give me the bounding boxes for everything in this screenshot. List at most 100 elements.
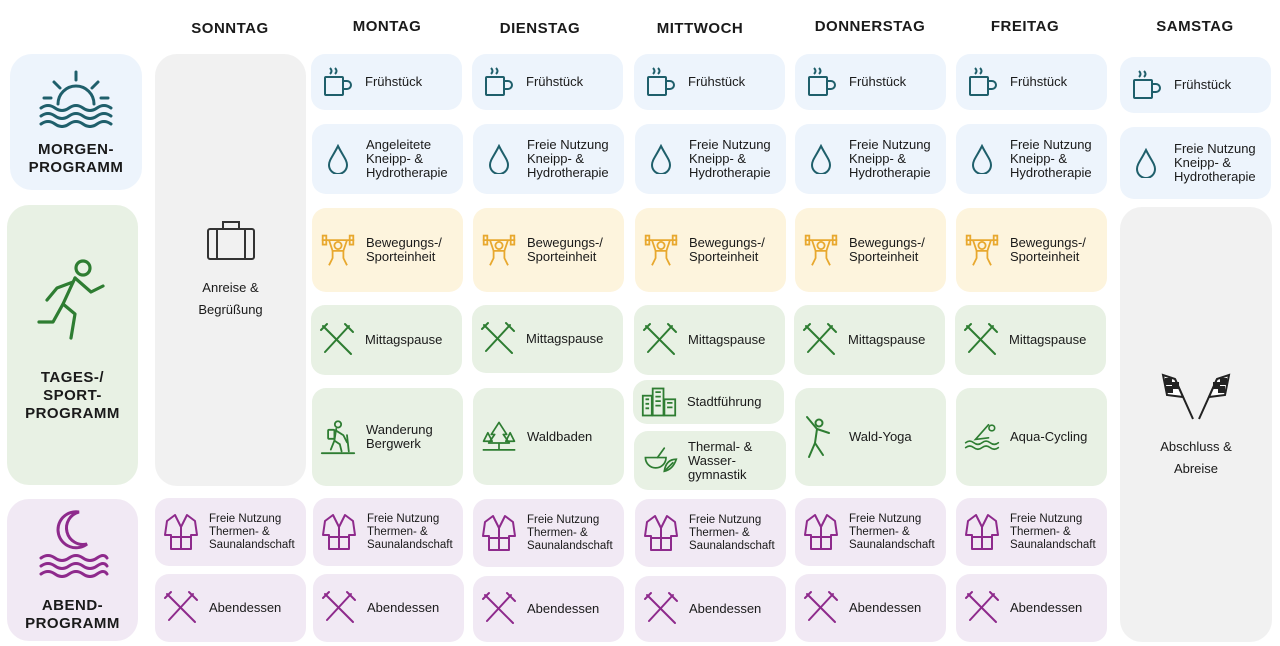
day-header-monday: MONTAG bbox=[352, 18, 422, 35]
weightlifter-icon bbox=[481, 232, 517, 268]
saturday-departure-card: Abschluss & Abreise bbox=[1120, 207, 1272, 642]
city-buildings-icon bbox=[641, 384, 677, 420]
sauna-label: Freie Nutzung Thermen- & Saunalandschaft bbox=[367, 512, 453, 551]
kneipp-card-tuesday: Freie Nutzung Kneipp- & Hydrotherapie bbox=[473, 124, 624, 194]
sport-label: Bewegungs-/ Sporteinheit bbox=[366, 235, 442, 264]
breakfast-card-saturday: Frühstück bbox=[1120, 57, 1271, 113]
lunch-label: Mittagspause bbox=[526, 331, 604, 346]
forest-yoga-card-thursday: Wald-Yoga bbox=[795, 388, 946, 486]
city-tour-card-wednesday: Stadtführung bbox=[633, 380, 784, 424]
dinner-label: Abendessen bbox=[209, 600, 282, 615]
sunday-arrival-card: Anreise & Begrüßung bbox=[155, 54, 306, 486]
breakfast-label: Frühstück bbox=[1010, 74, 1068, 89]
fork-knife-icon bbox=[481, 591, 517, 627]
forest-icon bbox=[481, 419, 517, 455]
dinner-label: Abendessen bbox=[689, 601, 762, 616]
dinner-label: Abendessen bbox=[527, 601, 600, 616]
coffee-cup-icon bbox=[964, 64, 1000, 100]
sauna-label: Freie Nutzung Thermen- & Saunalandschaft bbox=[849, 512, 935, 551]
fork-knife-icon bbox=[163, 590, 199, 626]
fork-knife-icon bbox=[643, 591, 679, 627]
sport-label: Bewegungs-/ Sporteinheit bbox=[1010, 235, 1086, 264]
sport-label: Bewegungs-/ Sporteinheit bbox=[849, 235, 925, 264]
lunch-label: Mittagspause bbox=[365, 332, 443, 347]
dinner-label: Abendessen bbox=[849, 600, 922, 615]
water-drop-icon bbox=[803, 141, 839, 177]
bathrobe-icon bbox=[163, 514, 199, 550]
water-drop-icon bbox=[481, 141, 517, 177]
saturday-departure-label: Abschluss & Abreise bbox=[1160, 439, 1232, 476]
fork-knife-icon bbox=[963, 322, 999, 358]
lunch-card-tuesday: Mittagspause bbox=[472, 305, 623, 373]
water-drop-icon bbox=[964, 141, 1000, 177]
fork-knife-icon bbox=[321, 590, 357, 626]
sport-card-monday: Bewegungs-/ Sporteinheit bbox=[312, 208, 463, 292]
breakfast-label: Frühstück bbox=[1174, 77, 1232, 92]
breakfast-label: Frühstück bbox=[688, 74, 746, 89]
thermal-gym-card-wednesday: Thermal- & Wasser- gymnastik bbox=[634, 431, 786, 490]
kneipp-card-saturday: Freie Nutzung Kneipp- & Hydrotherapie bbox=[1120, 127, 1271, 199]
sauna-card-thursday: Freie Nutzung Thermen- & Saunalandschaft bbox=[795, 498, 946, 566]
kneipp-label: Freie Nutzung Kneipp- & Hydrotherapie bbox=[849, 137, 931, 180]
coffee-cup-icon bbox=[642, 64, 678, 100]
weightlifter-icon bbox=[964, 232, 1000, 268]
breakfast-label: Frühstück bbox=[849, 74, 907, 89]
kneipp-label: Freie Nutzung Kneipp- & Hydrotherapie bbox=[527, 137, 609, 180]
day-header-saturday: SAMSTAG bbox=[1156, 18, 1234, 35]
suitcase-icon bbox=[205, 220, 257, 269]
dinner-card-monday: Abendessen bbox=[313, 574, 464, 642]
dinner-label: Abendessen bbox=[1010, 600, 1083, 615]
fork-knife-icon bbox=[642, 322, 678, 358]
dinner-card-thursday: Abendessen bbox=[795, 574, 946, 642]
day-header-sunday: SONNTAG bbox=[191, 20, 269, 37]
weightlifter-icon bbox=[643, 232, 679, 268]
dinner-card-friday: Abendessen bbox=[956, 574, 1107, 642]
sauna-label: Freie Nutzung Thermen- & Saunalandschaft bbox=[1010, 512, 1096, 551]
coffee-cup-icon bbox=[319, 64, 355, 100]
evening-program-section: ABEND- PROGRAMM bbox=[7, 499, 138, 641]
evening-program-label: ABEND- PROGRAMM bbox=[25, 596, 120, 632]
sauna-label: Freie Nutzung Thermen- & Saunalandschaft bbox=[209, 512, 295, 551]
mortar-leaf-icon bbox=[642, 443, 678, 479]
day-program-section: TAGES-/ SPORT- PROGRAMM bbox=[7, 205, 138, 485]
weightlifter-icon bbox=[320, 232, 356, 268]
city-tour-label: Stadtführung bbox=[687, 394, 762, 409]
day-header-wednesday: MITTWOCH bbox=[656, 20, 744, 37]
aqua-cycling-card-friday: Aqua-Cycling bbox=[956, 388, 1107, 486]
kneipp-label: Freie Nutzung Kneipp- & Hydrotherapie bbox=[1174, 141, 1256, 184]
moon-icon bbox=[35, 508, 111, 583]
breakfast-card-wednesday: Frühstück bbox=[634, 54, 785, 110]
morning-program-section: MORGEN- PROGRAMM bbox=[10, 54, 142, 190]
sauna-card-wednesday: Freie Nutzung Thermen- & Saunalandschaft bbox=[635, 499, 786, 567]
dinner-card-wednesday: Abendessen bbox=[635, 576, 786, 642]
fork-knife-icon bbox=[480, 321, 516, 357]
fork-knife-icon bbox=[802, 322, 838, 358]
day-program-label: TAGES-/ SPORT- PROGRAMM bbox=[25, 368, 120, 422]
weightlifter-icon bbox=[803, 232, 839, 268]
dinner-label: Abendessen bbox=[367, 600, 440, 615]
sauna-label: Freie Nutzung Thermen- & Saunalandschaft bbox=[689, 513, 775, 552]
bathrobe-icon bbox=[481, 515, 517, 551]
sauna-card-sunday: Freie Nutzung Thermen- & Saunalandschaft bbox=[155, 498, 306, 566]
lunch-card-wednesday: Mittagspause bbox=[634, 305, 785, 375]
water-drop-icon bbox=[1128, 145, 1164, 181]
sport-card-friday: Bewegungs-/ Sporteinheit bbox=[956, 208, 1107, 292]
bathrobe-icon bbox=[321, 514, 357, 550]
water-drop-icon bbox=[320, 141, 356, 177]
breakfast-card-thursday: Frühstück bbox=[795, 54, 946, 110]
sauna-card-friday: Freie Nutzung Thermen- & Saunalandschaft bbox=[956, 498, 1107, 566]
sunrise-icon bbox=[36, 68, 116, 133]
sport-label: Bewegungs-/ Sporteinheit bbox=[689, 235, 765, 264]
breakfast-card-tuesday: Frühstück bbox=[472, 54, 623, 110]
sauna-label: Freie Nutzung Thermen- & Saunalandschaft bbox=[527, 513, 613, 552]
lunch-card-monday: Mittagspause bbox=[311, 305, 462, 375]
day-header-tuesday: DIENSTAG bbox=[499, 20, 581, 37]
hike-label: Wanderung Bergwerk bbox=[366, 422, 433, 451]
sport-card-thursday: Bewegungs-/ Sporteinheit bbox=[795, 208, 946, 292]
sport-card-wednesday: Bewegungs-/ Sporteinheit bbox=[635, 208, 786, 292]
kneipp-card-friday: Freie Nutzung Kneipp- & Hydrotherapie bbox=[956, 124, 1107, 194]
thermal-gym-label: Thermal- & Wasser- gymnastik bbox=[688, 438, 753, 482]
aqua-cycling-label: Aqua-Cycling bbox=[1010, 429, 1088, 444]
kneipp-card-wednesday: Freie Nutzung Kneipp- & Hydrotherapie bbox=[635, 124, 786, 194]
day-header-thursday: DONNERSTAG bbox=[814, 18, 926, 35]
